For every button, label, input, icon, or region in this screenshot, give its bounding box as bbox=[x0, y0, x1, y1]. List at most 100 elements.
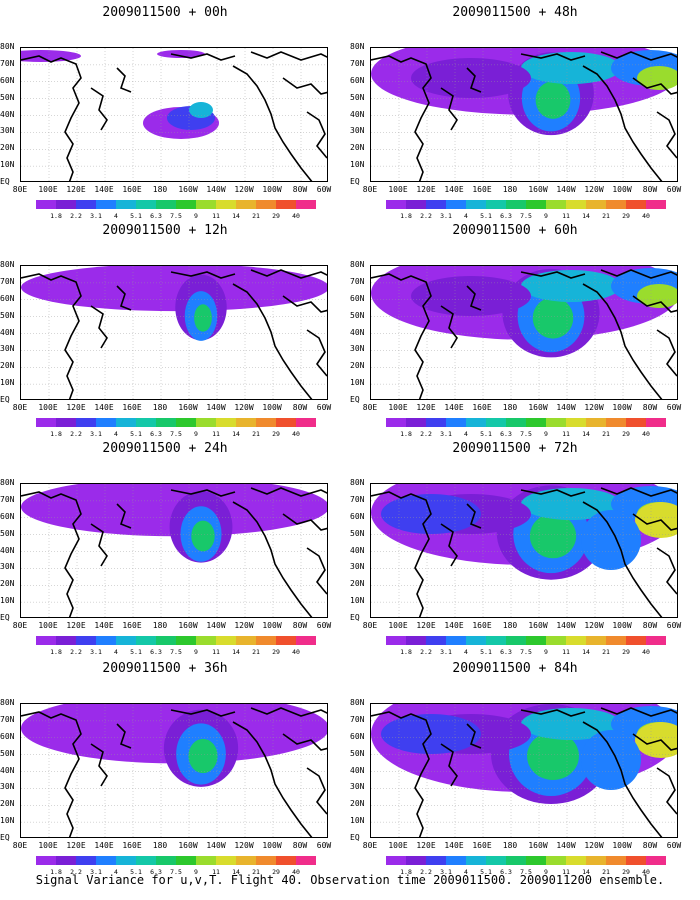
colorbar-label: 3.1 bbox=[90, 868, 102, 876]
colorbar-swatch bbox=[386, 856, 406, 865]
colorbar-label: 11 bbox=[212, 212, 220, 220]
variance-contour bbox=[191, 520, 215, 552]
colorbar-swatch bbox=[156, 636, 176, 645]
coastline bbox=[232, 501, 313, 617]
colorbar-swatch bbox=[176, 200, 196, 209]
panel-title: 2009011500 + 60h bbox=[452, 223, 578, 238]
colorbar-swatch bbox=[606, 856, 626, 865]
colorbar-label: 14 bbox=[232, 868, 240, 876]
colorbar-label: 40 bbox=[642, 648, 650, 656]
lon-tick-label: 120W bbox=[234, 403, 254, 412]
colorbar-swatch bbox=[406, 200, 426, 209]
coastline bbox=[282, 733, 327, 751]
lon-tick-label: 120E bbox=[416, 621, 436, 630]
variance-contour bbox=[521, 270, 621, 302]
colorbar-swatch bbox=[176, 856, 196, 865]
colorbar-swatch bbox=[446, 856, 466, 865]
colorbar-label: 7.5 bbox=[520, 868, 532, 876]
lon-tick-label: 100E bbox=[388, 185, 408, 194]
lon-tick-label: 100E bbox=[38, 621, 58, 630]
lat-tick-label: 80N bbox=[0, 42, 15, 51]
colorbar-label: 2.2 bbox=[420, 648, 432, 656]
colorbar-label: 9 bbox=[544, 868, 548, 876]
colorbar-swatch bbox=[586, 418, 606, 427]
lat-tick-label: 20N bbox=[0, 799, 15, 809]
colorbar-swatch bbox=[626, 636, 646, 645]
coastline bbox=[582, 65, 663, 181]
lat-tick-label: 40N bbox=[0, 327, 15, 337]
lon-tick-label: 140W bbox=[556, 621, 576, 630]
colorbar-swatch bbox=[566, 636, 586, 645]
variance-contour bbox=[521, 488, 621, 520]
variance-contour bbox=[635, 722, 677, 758]
panel-title: 2009011500 + 24h bbox=[102, 441, 228, 456]
lat-tick-label: 30N bbox=[350, 126, 365, 136]
coastline bbox=[600, 269, 677, 279]
lat-tick-label: 10N bbox=[0, 160, 15, 170]
coastline bbox=[600, 707, 677, 717]
lat-tick-label: 10N bbox=[0, 596, 15, 606]
coastline bbox=[656, 329, 677, 377]
colorbar-swatch bbox=[56, 636, 76, 645]
lon-tick-label: 140E bbox=[94, 403, 114, 412]
lat-tick-label: 80N bbox=[350, 478, 365, 487]
colorbar-swatch bbox=[216, 200, 236, 209]
colorbar-label: 1.8 bbox=[400, 430, 412, 438]
colorbar-label: 29 bbox=[272, 430, 280, 438]
colorbar-swatch bbox=[56, 418, 76, 427]
lon-tick-label: 80W bbox=[292, 403, 308, 412]
colorbar-label: 9 bbox=[544, 430, 548, 438]
coastline bbox=[21, 491, 82, 617]
lon-tick-label: 160W bbox=[528, 403, 548, 412]
lon-tick-label: 120W bbox=[234, 621, 254, 630]
coastline bbox=[21, 55, 82, 181]
colorbar-label: 21 bbox=[252, 212, 260, 220]
colorbar-label: 11 bbox=[562, 868, 570, 876]
coastline bbox=[632, 295, 677, 313]
lon-tick-label: 100E bbox=[38, 403, 58, 412]
colorbar-swatch bbox=[566, 200, 586, 209]
coastline bbox=[116, 723, 132, 749]
lat-tick-label: 80N bbox=[0, 260, 15, 269]
lon-tick-label: 60W bbox=[666, 621, 682, 630]
coastline bbox=[232, 65, 313, 181]
map-frame bbox=[370, 703, 678, 838]
colorbar-swatch bbox=[156, 856, 176, 865]
colorbar-swatch bbox=[526, 418, 546, 427]
lat-tick-label: EQ bbox=[0, 395, 10, 404]
colorbar-label: 40 bbox=[642, 212, 650, 220]
lon-tick-label: 140E bbox=[94, 841, 114, 850]
coastline bbox=[520, 489, 586, 497]
lat-tick-label: EQ bbox=[350, 395, 360, 404]
variance-contour bbox=[189, 102, 213, 118]
colorbar-label: 4 bbox=[114, 212, 118, 220]
variance-contour bbox=[411, 276, 531, 316]
map-svg bbox=[371, 266, 677, 399]
lat-tick-label: EQ bbox=[0, 833, 10, 842]
coastline bbox=[250, 707, 327, 717]
colorbar-swatch bbox=[236, 200, 256, 209]
colorbar-label: 14 bbox=[582, 430, 590, 438]
coastline bbox=[170, 709, 236, 717]
lat-tick-label: 60N bbox=[350, 731, 365, 741]
colorbar-swatch bbox=[36, 636, 56, 645]
colorbar-swatch bbox=[566, 856, 586, 865]
lat-tick-label: 60N bbox=[350, 511, 365, 521]
colorbar-swatch bbox=[486, 418, 506, 427]
lon-tick-label: 60W bbox=[316, 403, 332, 412]
colorbar-swatch bbox=[386, 418, 406, 427]
lon-tick-label: 140W bbox=[556, 403, 576, 412]
colorbar-swatch bbox=[136, 200, 156, 209]
colorbar-label: 14 bbox=[582, 212, 590, 220]
lat-tick-label: 40N bbox=[350, 765, 365, 775]
colorbar-label: 6.3 bbox=[150, 430, 162, 438]
map-frame bbox=[370, 47, 678, 182]
colorbar-swatch bbox=[406, 418, 426, 427]
lat-tick-label: 30N bbox=[0, 562, 15, 572]
coastline bbox=[306, 111, 327, 159]
lat-tick-label: EQ bbox=[350, 833, 360, 842]
colorbar-label: 3.1 bbox=[440, 212, 452, 220]
colorbar-swatch bbox=[36, 418, 56, 427]
lat-tick-label: 30N bbox=[0, 782, 15, 792]
colorbar-label: 6.3 bbox=[500, 868, 512, 876]
